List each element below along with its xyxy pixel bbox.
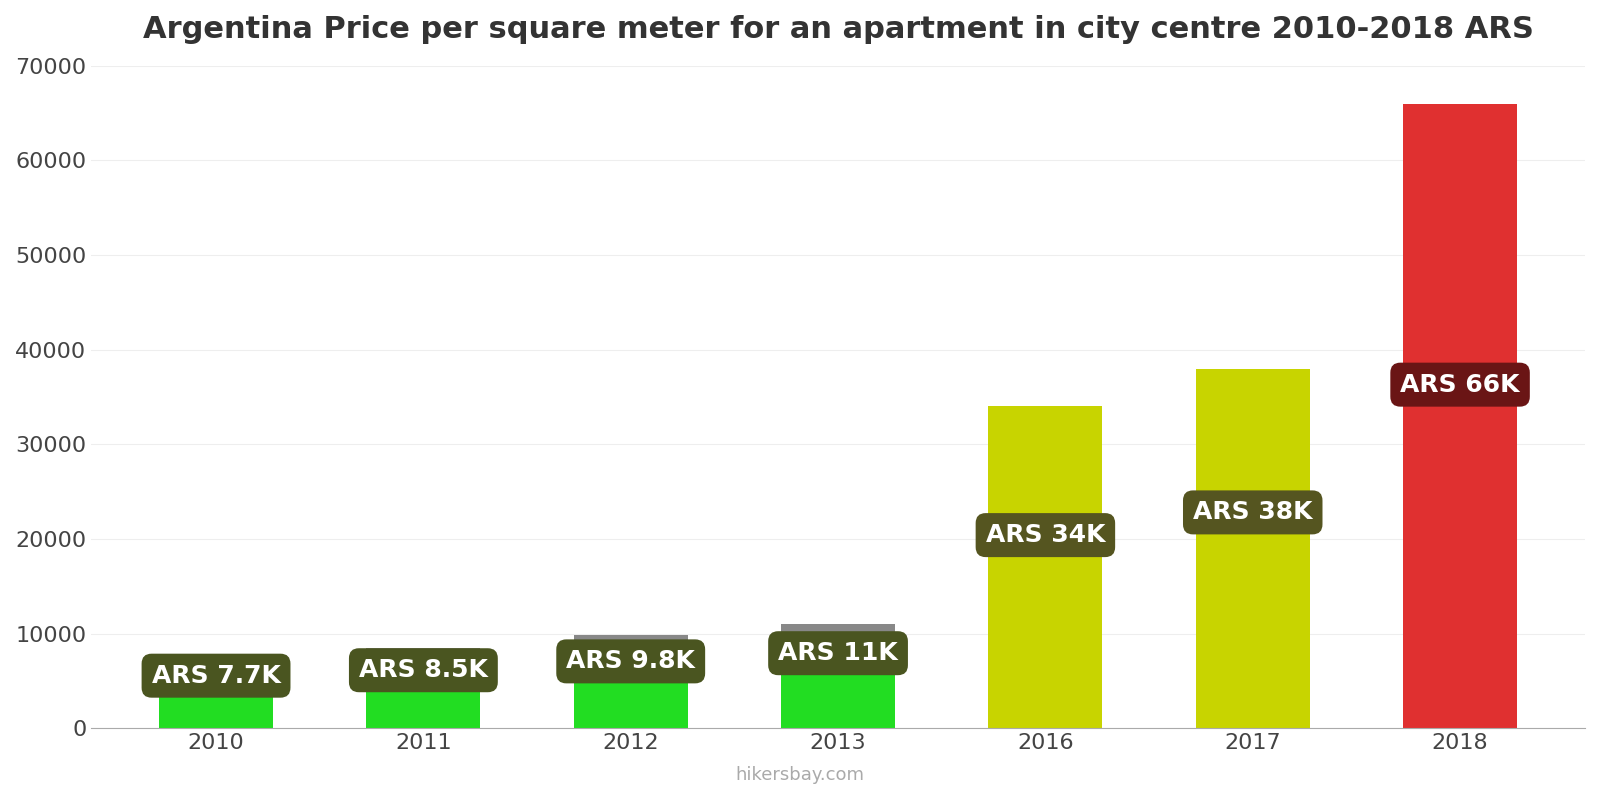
Bar [574, 646, 688, 728]
Text: ARS 38K: ARS 38K [1194, 500, 1312, 524]
Text: ARS 34K: ARS 34K [986, 523, 1106, 547]
Bar [158, 666, 274, 728]
Bar [989, 418, 1102, 728]
Text: ARS 8.5K: ARS 8.5K [358, 658, 488, 682]
Text: hikersbay.com: hikersbay.com [736, 766, 864, 784]
Bar [1403, 115, 1517, 728]
Bar [781, 635, 894, 728]
Bar [366, 648, 480, 659]
Bar [158, 655, 274, 666]
Bar [1195, 380, 1310, 728]
Bar [1403, 104, 1517, 115]
Bar [1195, 369, 1310, 380]
Text: ARS 7.7K: ARS 7.7K [152, 664, 280, 688]
Bar [989, 406, 1102, 418]
Bar [574, 635, 688, 646]
Text: ARS 9.8K: ARS 9.8K [566, 650, 694, 674]
Text: ARS 11K: ARS 11K [778, 641, 898, 665]
Bar [781, 624, 894, 635]
Text: ARS 66K: ARS 66K [1400, 373, 1520, 397]
Title: Argentina Price per square meter for an apartment in city centre 2010-2018 ARS: Argentina Price per square meter for an … [142, 15, 1533, 44]
Bar [366, 659, 480, 728]
